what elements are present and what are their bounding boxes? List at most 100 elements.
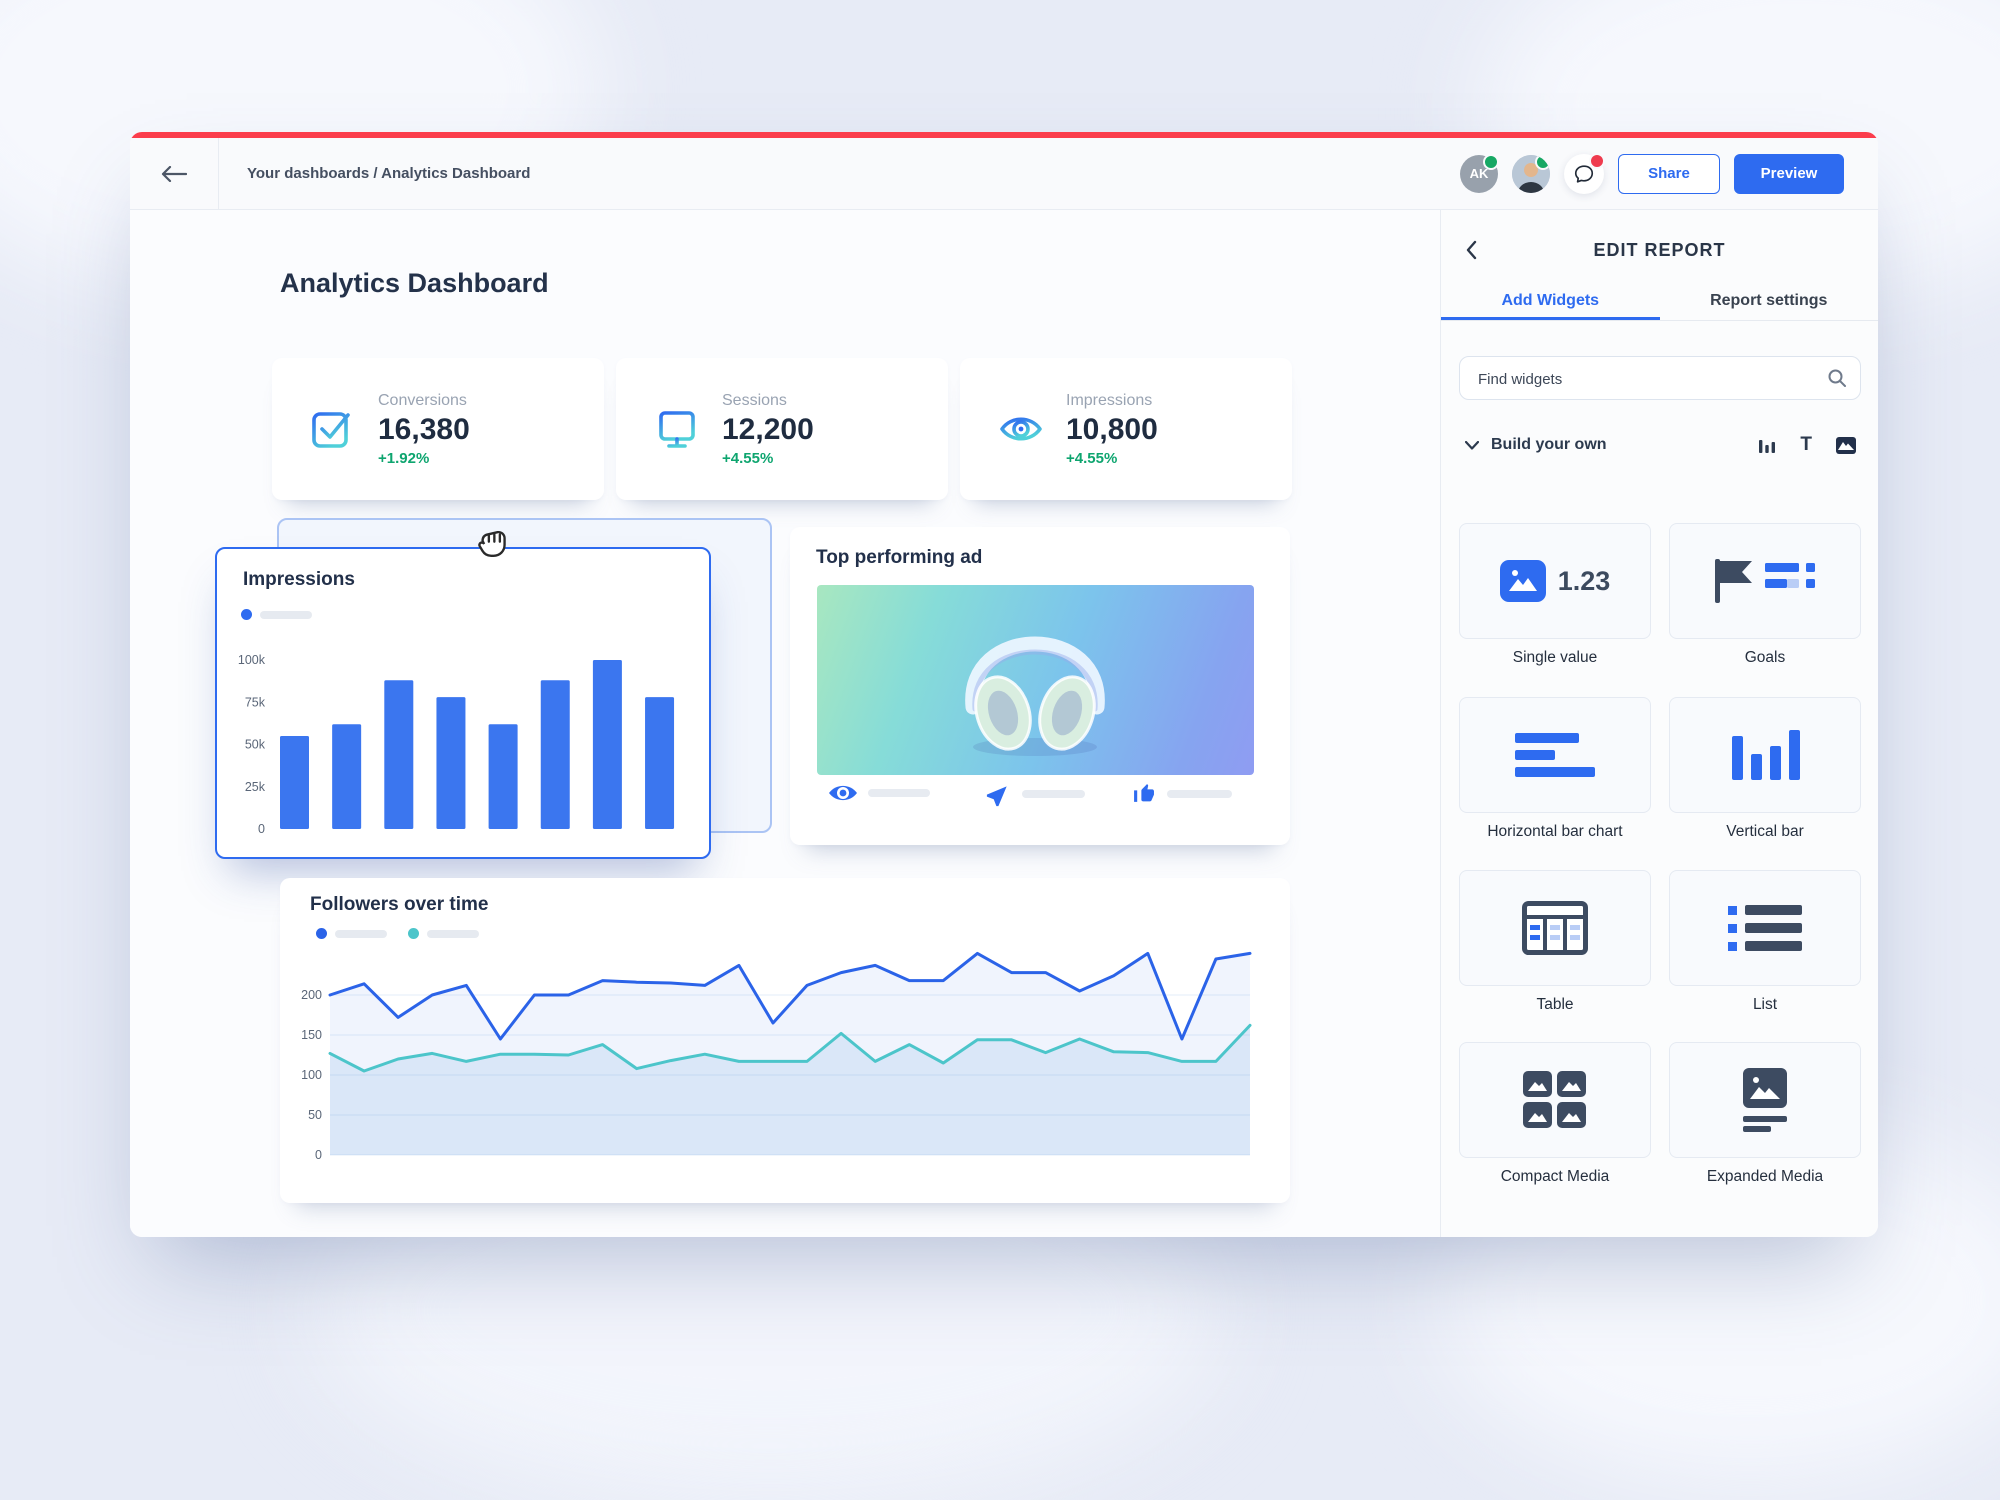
widget-search [1459, 356, 1861, 401]
chat-bubble-icon [1574, 164, 1594, 183]
svg-text:100k: 100k [238, 653, 266, 667]
metric-pill [868, 789, 930, 797]
expanded-media-icon [1743, 1068, 1787, 1132]
kpi-value: 12,200 [722, 412, 814, 446]
search-icon [1828, 369, 1846, 387]
share-button[interactable]: Share [1618, 153, 1720, 194]
list-icon [1728, 905, 1802, 951]
widget-title: Top performing ad [816, 547, 983, 568]
thumbs-up-icon [1134, 784, 1154, 802]
online-status-dot [1535, 154, 1550, 170]
tab-report-settings[interactable]: Report settings [1710, 292, 1828, 309]
compact-media-icon [1523, 1071, 1586, 1128]
back-button[interactable] [130, 138, 219, 209]
impressions-widget[interactable]: Impressions 100k 75k 50k 25k 0 [215, 547, 711, 859]
avatar-photo[interactable] [1512, 154, 1550, 193]
active-tab-underline [1441, 317, 1660, 320]
quick-image-icon[interactable] [1836, 436, 1856, 454]
monitor-icon [659, 411, 695, 448]
content-area: Analytics Dashboard Conversions 16,380 +… [130, 210, 1878, 1237]
widget-option-label: Single value [1512, 649, 1598, 666]
legend-dot [316, 928, 327, 939]
ad-metric-clicks [986, 781, 1085, 807]
widget-option-label: Goals [1744, 649, 1786, 666]
section-label[interactable]: Build your own [1491, 436, 1607, 453]
table-icon [1522, 901, 1588, 955]
app-window: Your dashboards / Analytics Dashboard AK [130, 132, 1878, 1237]
impressions-bar-chart: 100k 75k 50k 25k 0 [238, 653, 675, 836]
widget-option-vertical-bar[interactable] [1669, 697, 1861, 813]
kpi-change: +1.92% [378, 449, 430, 467]
quick-chart-icon[interactable] [1758, 436, 1776, 454]
alert-top-line [130, 132, 1878, 138]
widget-option-goals[interactable] [1669, 523, 1861, 639]
kpi-change: +4.55% [1066, 449, 1118, 467]
topbar-actions: AK Share Preview [1460, 152, 1878, 194]
page-title: Analytics Dashboard [280, 268, 549, 298]
preview-button[interactable]: Preview [1734, 153, 1844, 194]
kpi-value: 16,380 [378, 412, 470, 446]
ad-metric-likes [1132, 781, 1232, 806]
widget-option-label: Horizontal bar chart [1487, 823, 1623, 840]
followers-widget[interactable]: Followers over time 200 150 100 50 0 [280, 878, 1290, 1203]
topbar: Your dashboards / Analytics Dashboard AK [130, 138, 1878, 210]
kpi-label: Sessions [722, 391, 787, 409]
legend-chip-blue [316, 928, 387, 939]
svg-text:25k: 25k [245, 780, 266, 794]
top-ad-widget[interactable]: Top performing ad [790, 527, 1290, 845]
kpi-change: +4.55% [722, 449, 774, 467]
horizontal-bar-icon [1515, 733, 1595, 777]
widget-option-label: List [1752, 996, 1778, 1013]
widget-option-single-value[interactable]: 1.23 [1459, 523, 1651, 639]
single-value-preview: 1.23 [1557, 565, 1611, 596]
legend-chip [241, 609, 312, 620]
metric-pill [1022, 790, 1085, 798]
build-your-own-section: Build your own T [1441, 432, 1878, 462]
search-input[interactable] [1476, 357, 1810, 401]
widget-option-expanded-media[interactable] [1669, 1042, 1861, 1158]
ad-metric-views [828, 781, 930, 805]
tabs-divider [1441, 320, 1878, 321]
eye-icon [829, 785, 857, 801]
legend-pill [335, 929, 387, 938]
kpi-card-conversions[interactable]: Conversions 16,380 +1.92% [272, 358, 604, 500]
notification-dot [1589, 152, 1605, 169]
online-status-dot [1483, 153, 1499, 170]
svg-text:0: 0 [315, 1148, 322, 1162]
single-value-icon [1499, 560, 1546, 602]
avatar-initials[interactable]: AK [1460, 153, 1499, 193]
widget-title: Impressions [243, 569, 355, 590]
widget-option-label: Table [1536, 996, 1574, 1013]
quick-text-icon[interactable]: T [1800, 434, 1812, 455]
eye-icon [1000, 417, 1042, 441]
kpi-label: Conversions [378, 391, 467, 409]
panel-collapse-button[interactable] [1465, 240, 1477, 265]
widget-option-horizontal-bar[interactable] [1459, 697, 1651, 813]
legend-dot [408, 928, 419, 939]
widget-option-list[interactable] [1669, 870, 1861, 986]
vertical-bar-icon [1732, 730, 1800, 780]
chevron-left-icon [1466, 240, 1477, 260]
metric-pill [1167, 789, 1232, 798]
widget-title: Followers over time [310, 894, 489, 915]
widget-option-table[interactable] [1459, 870, 1651, 986]
chevron-down-icon[interactable] [1465, 441, 1479, 450]
legend-pill [260, 610, 312, 619]
widget-option-label: Expanded Media [1706, 1168, 1824, 1185]
svg-text:75k: 75k [245, 695, 266, 709]
kpi-value: 10,800 [1066, 412, 1158, 446]
svg-text:50: 50 [308, 1108, 322, 1122]
edit-report-panel: EDIT REPORT Add Widgets Report settings … [1440, 210, 1878, 1237]
breadcrumb: Your dashboards / Analytics Dashboard [247, 165, 531, 182]
chat-button[interactable] [1564, 152, 1605, 194]
kpi-card-impressions[interactable]: Impressions 10,800 +4.55% [960, 358, 1292, 500]
tab-add-widgets[interactable]: Add Widgets [1501, 292, 1600, 309]
legend-pill [427, 929, 479, 938]
check-square-icon [312, 412, 350, 448]
widget-option-label: Vertical bar [1726, 823, 1804, 840]
kpi-card-sessions[interactable]: Sessions 12,200 +4.55% [616, 358, 948, 500]
followers-line-chart: 200 150 100 50 0 [301, 951, 1252, 1162]
goals-icon [1715, 559, 1815, 603]
widget-option-compact-media[interactable] [1459, 1042, 1651, 1158]
svg-text:100: 100 [301, 1068, 322, 1082]
